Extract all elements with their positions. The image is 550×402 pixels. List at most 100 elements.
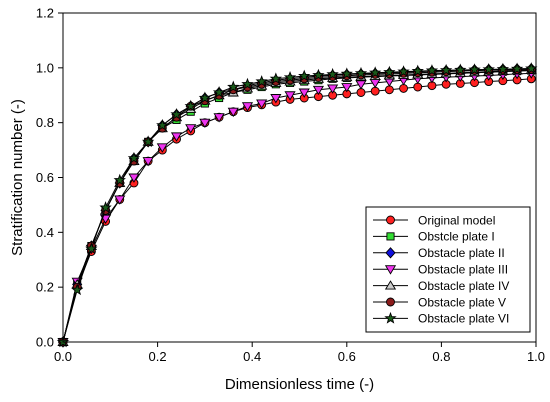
legend-item: Original model — [373, 213, 495, 227]
legend-label: Obstacle plate VI — [418, 312, 509, 326]
x-tick-label: 0.2 — [149, 349, 167, 364]
legend-marker — [384, 265, 397, 275]
tick-marks — [58, 12, 537, 347]
data-point — [370, 86, 380, 96]
data-point — [227, 107, 239, 118]
data-point — [255, 75, 268, 87]
series-group — [56, 62, 538, 348]
legend-item: Obstacle plate II — [373, 246, 505, 260]
data-point — [468, 63, 481, 75]
legend-marker — [385, 247, 396, 259]
data-point — [142, 157, 154, 167]
data-point — [128, 173, 140, 183]
series-line — [62, 78, 532, 343]
legend-marker — [384, 280, 397, 290]
data-point — [341, 83, 353, 93]
data-point — [185, 124, 197, 134]
y-tick-label: 0.8 — [36, 115, 54, 130]
data-point — [496, 62, 510, 75]
data-point — [356, 88, 366, 97]
data-point — [327, 84, 339, 94]
legend-marker — [386, 232, 395, 241]
legend-item: Obstacle plate III — [373, 263, 508, 277]
data-point — [411, 64, 424, 77]
data-point — [113, 173, 126, 186]
data-point — [241, 77, 254, 90]
data-point — [298, 69, 311, 82]
data-point — [284, 91, 296, 101]
data-point — [170, 107, 183, 120]
legend-marker — [386, 215, 395, 225]
y-tick-label: 0.6 — [36, 170, 54, 185]
data-point — [340, 67, 353, 80]
legend-item: Obstacle plate VI — [373, 312, 509, 326]
legend-marker — [386, 297, 395, 307]
series-7 — [56, 62, 538, 348]
data-point — [354, 66, 368, 79]
data-point — [283, 70, 297, 83]
legend-label: Obstacle plate III — [418, 263, 508, 277]
x-tick-label: 0.4 — [243, 349, 261, 364]
data-point — [85, 242, 98, 255]
data-point — [241, 102, 254, 112]
series-line — [62, 72, 532, 343]
data-point — [256, 99, 268, 109]
data-point — [312, 68, 325, 81]
y-tick-label: 0.0 — [36, 335, 54, 350]
data-point — [212, 86, 226, 98]
data-point — [482, 63, 495, 75]
data-point — [71, 283, 84, 296]
data-point — [269, 72, 283, 85]
data-point — [454, 63, 467, 76]
data-point — [383, 65, 396, 78]
y-tick-label: 0.2 — [36, 280, 54, 295]
data-point — [127, 151, 141, 164]
y-tick-label: 0.4 — [36, 225, 54, 240]
x-tick-label: 0.6 — [338, 349, 356, 364]
data-point — [213, 113, 225, 123]
data-point — [525, 62, 538, 74]
data-point — [355, 80, 367, 90]
data-point — [413, 82, 423, 92]
x-axis-title: Dimensionless time (-) — [225, 376, 374, 393]
data-point — [312, 85, 325, 96]
legend-label: Original model — [418, 213, 495, 227]
data-point — [227, 80, 240, 93]
data-point — [439, 63, 453, 76]
data-point — [99, 201, 112, 213]
data-point — [270, 94, 282, 104]
legend-item: Obstcle plate I — [373, 230, 495, 244]
x-tick-label: 0.0 — [54, 349, 72, 364]
data-point — [384, 85, 394, 95]
legend-label: Obstcle plate I — [418, 230, 495, 244]
legend-item: Obstacle plate IV — [373, 279, 509, 293]
plot-area-frame — [62, 12, 537, 343]
legend-label: Obstacle plate IV — [418, 279, 509, 293]
series-line — [62, 68, 532, 343]
series-line — [62, 68, 532, 343]
legend: Original model Obstcle plate I Obstacle pl… — [365, 206, 531, 333]
data-point — [141, 135, 155, 148]
y-tick-labels: 0.0 0.2 0.4 0.6 0.8 1.0 1.2 — [36, 6, 54, 350]
data-point — [199, 118, 211, 129]
data-point — [397, 65, 410, 77]
y-tick-label: 1.2 — [36, 6, 54, 21]
data-point — [369, 66, 382, 79]
x-tick-label: 0.8 — [432, 349, 450, 364]
data-point — [510, 62, 524, 75]
x-tick-label: 1.0 — [527, 349, 545, 364]
data-point — [156, 118, 169, 131]
data-point — [156, 143, 168, 153]
legend-label: Obstacle plate V — [418, 295, 506, 309]
data-point — [425, 64, 439, 76]
data-point — [114, 195, 126, 205]
data-point — [326, 67, 339, 80]
legend-label: Obstacle plate II — [418, 246, 505, 260]
y-tick-label: 1.0 — [36, 60, 54, 75]
legend-marker — [384, 311, 397, 324]
y-axis-title: Stratification number (-) — [9, 99, 26, 256]
data-point — [170, 132, 183, 142]
legend-item: Obstacle plate V — [373, 295, 506, 309]
data-point — [399, 83, 409, 93]
